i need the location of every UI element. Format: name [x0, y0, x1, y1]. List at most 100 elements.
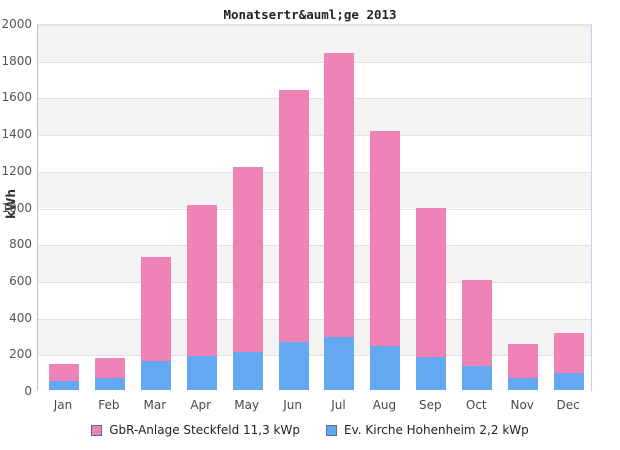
- plot-band: [38, 281, 591, 319]
- gridline: [38, 98, 591, 100]
- x-tick-label: Jan: [53, 398, 73, 412]
- plot-band: [38, 98, 591, 136]
- bar-segment: [94, 378, 125, 390]
- y-tick-label: 400: [9, 310, 32, 325]
- y-tick-label: 600: [9, 273, 32, 288]
- bar-segment: [186, 356, 217, 390]
- plot-band: [38, 318, 591, 356]
- bar-slot-may: [225, 25, 271, 390]
- bars-row: [41, 25, 592, 390]
- plot-band: [38, 355, 591, 392]
- bar-segment: [48, 364, 79, 381]
- gridline: [38, 355, 591, 357]
- gridline: [38, 318, 591, 320]
- bar-segment: [232, 352, 263, 390]
- bar-segment: [186, 205, 217, 357]
- bar-slot-dec: [546, 25, 592, 390]
- y-tick-label: 200: [9, 347, 32, 362]
- plot-band: [38, 208, 591, 246]
- gridline: [38, 135, 591, 137]
- gridline: [38, 25, 591, 26]
- bar-slot-sep: [408, 25, 454, 390]
- plot-band: [38, 245, 591, 282]
- gridline: [38, 171, 591, 173]
- x-tick-label: Dec: [556, 398, 580, 412]
- bar-segment: [232, 167, 263, 353]
- stacked-bar-feb: [94, 358, 125, 390]
- stacked-bar-dec: [554, 333, 585, 390]
- x-tick-label: Oct: [465, 398, 487, 412]
- stacked-bar-oct: [462, 280, 493, 390]
- bar-segment: [462, 366, 493, 390]
- bar-segment: [370, 345, 401, 390]
- bar-segment: [370, 130, 401, 346]
- x-tick-label: May: [234, 398, 260, 412]
- stacked-bar-jan: [48, 364, 79, 390]
- stacked-bar-aug: [370, 130, 401, 390]
- x-tick-label: Mar: [143, 398, 167, 412]
- y-tick-label: 1600: [1, 90, 32, 105]
- plot-band: [38, 25, 591, 62]
- x-axis-labels: Jan Feb Mar Apr May Jun Jul Aug Sep Oct Nov Dec: [40, 398, 591, 412]
- y-tick-label: 2000: [1, 17, 32, 31]
- plot-band: [38, 135, 591, 172]
- plot-area: [37, 24, 592, 392]
- stacked-bar-may: [232, 167, 263, 390]
- bar-segment: [508, 377, 539, 390]
- bar-segment: [324, 53, 355, 337]
- gridline: [38, 281, 591, 283]
- bar-segment: [416, 357, 447, 390]
- bar-segment: [94, 358, 125, 379]
- bar-segment: [416, 207, 447, 358]
- y-tick-label: 1800: [1, 53, 32, 68]
- bar-segment: [278, 90, 309, 342]
- x-tick-label: Jul: [331, 398, 346, 412]
- y-tick-label: 1200: [1, 163, 32, 178]
- legend-label: Ev. Kirche Hohenheim 2,2 kWp: [343, 423, 529, 437]
- bar-segment: [140, 257, 171, 361]
- x-tick-label: Jun: [283, 398, 302, 412]
- bar-slot-jan: [41, 25, 87, 390]
- bar-segment: [462, 280, 493, 367]
- legend-swatch-pink-icon: [91, 424, 103, 436]
- gridline: [38, 245, 591, 247]
- legend-item-gbr-anlage: GbR-Anlage Steckfeld 11,3 kWp: [91, 423, 300, 437]
- chart-title: Monatsertr&auml;ge 2013: [223, 7, 397, 22]
- gridline: [38, 208, 591, 210]
- legend-label: GbR-Anlage Steckfeld 11,3 kWp: [109, 423, 300, 437]
- plot-band: [38, 61, 591, 99]
- x-tick-label: Aug: [372, 398, 397, 412]
- x-tick-label: Sep: [419, 398, 442, 412]
- stacked-bar-apr: [186, 205, 217, 390]
- bar-slot-oct: [454, 25, 500, 390]
- bar-segment: [554, 333, 585, 373]
- bar-slot-feb: [87, 25, 133, 390]
- bar-segment: [48, 380, 79, 390]
- y-tick-label: 0: [24, 384, 32, 398]
- bar-segment: [554, 372, 585, 390]
- y-tick-label: 1400: [1, 127, 32, 142]
- stacked-bar-mar: [140, 257, 171, 390]
- bar-segment: [278, 341, 309, 390]
- legend-item-ev-kirche: Ev. Kirche Hohenheim 2,2 kWp: [325, 423, 529, 437]
- bar-slot-apr: [179, 25, 225, 390]
- x-tick-label: Nov: [510, 398, 534, 412]
- stacked-bar-jun: [278, 90, 309, 390]
- y-tick-label: 1000: [1, 200, 32, 215]
- plot-band: [38, 171, 591, 209]
- stacked-bar-jul: [324, 53, 355, 390]
- bar-segment: [508, 343, 539, 378]
- stacked-bar-nov: [508, 343, 539, 390]
- bar-slot-nov: [500, 25, 546, 390]
- bar-slot-mar: [133, 25, 179, 390]
- bar-segment: [140, 360, 171, 390]
- bar-segment: [324, 336, 355, 390]
- x-tick-label: Apr: [190, 398, 212, 412]
- legend: GbR-Anlage Steckfeld 11,3 kWp Ev. Kirche…: [0, 423, 620, 437]
- legend-swatch-blue-icon: [325, 424, 337, 436]
- stacked-bar-sep: [416, 207, 447, 390]
- bar-slot-jun: [271, 25, 317, 390]
- y-tick-label: 800: [9, 237, 32, 252]
- bar-slot-jul: [317, 25, 363, 390]
